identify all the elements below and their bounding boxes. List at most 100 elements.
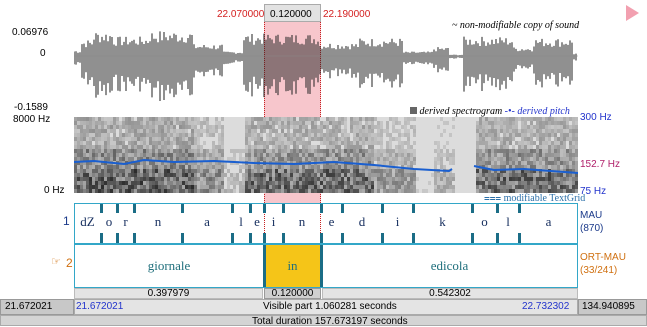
tier1-boundary[interactable] <box>412 204 415 213</box>
visible-end: 22.732302 <box>522 301 570 312</box>
tier1-boundary[interactable] <box>496 233 499 243</box>
selection-start-time: 22.070000 <box>217 9 265 20</box>
spectrogram-freq-min: 0 Hz <box>44 185 65 196</box>
tier1-segment-label[interactable]: l <box>239 214 243 229</box>
textgrid-legend: ⩶ modifiable TextGrid <box>484 193 585 204</box>
tier1-boundary[interactable] <box>249 204 252 213</box>
spectrogram-square-icon <box>410 107 417 114</box>
spectrogram-legend: derived spectrogram -•- derived pitch <box>410 106 570 117</box>
sound-label: ~ non-modifiable copy of sound <box>452 20 579 31</box>
tier1-boundary[interactable] <box>282 233 285 243</box>
tier1-segment-label[interactable]: dZ <box>80 214 95 229</box>
tier2-count: (33/241) <box>580 265 618 276</box>
window-start: 21.672021 <box>5 301 53 312</box>
pitch-label: derived pitch <box>517 106 570 117</box>
tier1-segment-label[interactable]: r <box>123 214 128 229</box>
tier2-boundary[interactable] <box>263 245 266 287</box>
tier2-number: 2 <box>66 256 73 270</box>
tier1-segment-label[interactable]: k <box>439 214 446 229</box>
duration-selected[interactable]: 0.120000 <box>264 288 321 299</box>
tier2-name: ORT-MAU <box>580 252 626 263</box>
tier1-box[interactable] <box>74 203 578 244</box>
tilde-icon: ~ <box>452 20 458 31</box>
tier1-number: 1 <box>63 214 70 228</box>
tier1-boundary[interactable] <box>100 233 103 243</box>
tier2-pointer-icon: ☞ <box>51 256 61 268</box>
tier1-boundary[interactable] <box>518 233 521 243</box>
pitch-legend-icon: -•- <box>504 106 515 117</box>
tier1-boundary[interactable] <box>496 204 499 213</box>
window-end: 134.940895 <box>582 301 635 312</box>
tier1-count: (870) <box>580 223 604 234</box>
tier1-name: MAU <box>580 210 603 221</box>
tier1-segment-label[interactable]: a <box>204 214 210 229</box>
tier1-boundary[interactable] <box>181 233 184 243</box>
sound-waveform[interactable] <box>74 22 578 114</box>
tier1-boundary[interactable] <box>231 204 234 213</box>
total-duration-label: Total duration 157.673197 seconds <box>252 316 408 327</box>
tier1-boundary[interactable] <box>116 204 119 213</box>
tier1-segment-label[interactable]: e <box>254 214 260 229</box>
tier1-boundary[interactable] <box>412 233 415 243</box>
tier1-boundary[interactable] <box>263 233 266 243</box>
pitch-min: 75 Hz <box>580 186 607 197</box>
pitch-max: 300 Hz <box>580 112 612 123</box>
tier1-boundary[interactable] <box>231 233 234 243</box>
selection-duration: 0.120000 <box>270 9 312 20</box>
spectrogram-freq-max: 8000 Hz <box>13 114 51 125</box>
tier2-segment-label[interactable]: giornale <box>147 258 191 273</box>
selection-end-time: 22.190000 <box>323 9 371 20</box>
tier1-segment-label[interactable]: n <box>298 214 306 229</box>
tier1-boundary[interactable] <box>320 233 323 243</box>
visible-part-label: Visible part 1.060281 seconds <box>263 301 397 312</box>
visible-part-box[interactable] <box>74 299 578 315</box>
tier1-boundary[interactable] <box>249 233 252 243</box>
visible-start: 21.672021 <box>76 301 124 312</box>
tier1-boundary[interactable] <box>518 204 521 213</box>
tier1-segment-label[interactable]: a <box>545 214 552 229</box>
tier1-boundary[interactable] <box>320 204 323 213</box>
spectrogram-image[interactable] <box>74 117 578 193</box>
sound-label-text: non-modifiable copy of sound <box>459 20 580 31</box>
selection-duration-box[interactable] <box>264 4 321 22</box>
tier1-boundary[interactable] <box>471 233 474 243</box>
tier1-boundary[interactable] <box>381 233 384 243</box>
sound-y-max: 0.06976 <box>12 27 49 38</box>
tier2-segment-label[interactable]: in <box>287 258 298 273</box>
tier1-boundary[interactable] <box>100 204 103 213</box>
duration-right[interactable]: 0.542302 <box>322 288 578 299</box>
tier1-segment-label[interactable]: e <box>328 214 335 229</box>
tier2-boundary[interactable] <box>320 245 323 287</box>
sound-y-min: -0.1589 <box>14 102 48 113</box>
tier1-segment-label[interactable]: o <box>105 214 113 229</box>
tier2-box[interactable] <box>74 244 578 288</box>
tier1-segment-label[interactable]: i <box>395 214 400 229</box>
tier1-boundary[interactable] <box>133 204 136 213</box>
tier1-segment-label[interactable]: d <box>358 214 366 229</box>
textgrid-label: modifiable TextGrid <box>503 193 586 204</box>
sound-y-zero: 0 <box>40 48 46 59</box>
tier1-segment-label[interactable]: n <box>154 214 162 229</box>
tier1-segment-label[interactable]: l <box>506 214 510 229</box>
tier2-segment-label[interactable]: edicola <box>430 258 469 273</box>
tier1-boundary[interactable] <box>341 204 344 213</box>
pitch-current: 152.7 Hz <box>580 159 621 170</box>
tier1-segment-label[interactable]: o <box>481 214 488 229</box>
tier1-boundary[interactable] <box>181 204 184 213</box>
tier1-boundary[interactable] <box>263 204 266 213</box>
tier1-boundary[interactable] <box>471 204 474 213</box>
tier1-boundary[interactable] <box>341 233 344 243</box>
spectrogram-label: derived spectrogram <box>419 106 503 117</box>
tier1-boundary[interactable] <box>133 233 136 243</box>
duration-left-value: 0.397979 <box>147 288 190 299</box>
duration-selected-value: 0.120000 <box>271 288 314 299</box>
window-start-box[interactable] <box>0 299 74 315</box>
tier2-selected-interval[interactable] <box>264 245 321 287</box>
duration-right-value: 0.542302 <box>429 288 471 299</box>
duration-left[interactable]: 0.397979 <box>74 288 263 299</box>
tier1-boundary[interactable] <box>116 233 119 243</box>
tier1-segment-label[interactable]: i <box>271 214 276 229</box>
scroll-right-triangle-icon[interactable] <box>626 5 639 21</box>
tier1-boundary[interactable] <box>381 204 384 213</box>
tier1-boundary[interactable] <box>282 204 285 213</box>
